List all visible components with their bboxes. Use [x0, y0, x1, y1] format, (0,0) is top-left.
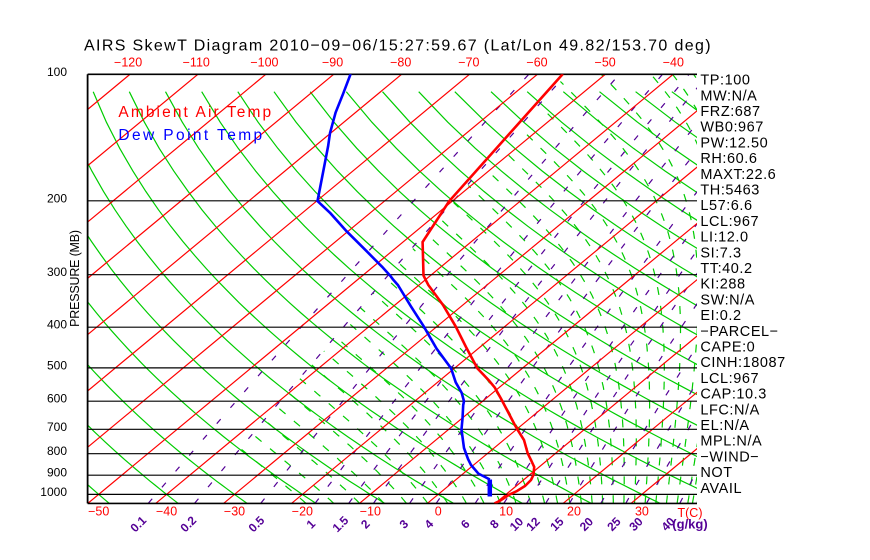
- svg-text:CAP:10.3: CAP:10.3: [700, 387, 766, 403]
- svg-text:T(C): T(C): [678, 506, 703, 520]
- svg-text:PW:12.50: PW:12.50: [700, 135, 768, 151]
- svg-text:−60: −60: [526, 55, 547, 69]
- svg-text:AIRS SkewT Diagram 2010−09−06/: AIRS SkewT Diagram 2010−09−06/15:27:59.6…: [84, 38, 712, 55]
- svg-text:LFC:N/A: LFC:N/A: [700, 402, 759, 418]
- svg-text:RH:60.6: RH:60.6: [700, 151, 757, 167]
- svg-text:−50: −50: [88, 505, 109, 519]
- svg-text:EL:N/A: EL:N/A: [700, 418, 749, 434]
- svg-text:−30: −30: [224, 505, 245, 519]
- svg-text:−100: −100: [250, 55, 278, 69]
- svg-text:−40: −40: [663, 55, 684, 69]
- svg-text:100: 100: [47, 65, 67, 79]
- svg-text:SW:N/A: SW:N/A: [700, 292, 755, 308]
- svg-text:TT:40.2: TT:40.2: [700, 261, 752, 277]
- svg-text:Ambient Air Temp: Ambient Air Temp: [118, 104, 273, 121]
- svg-text:LCL:967: LCL:967: [700, 371, 759, 387]
- svg-text:−50: −50: [595, 55, 616, 69]
- svg-text:−10: −10: [360, 505, 381, 519]
- svg-text:FRZ:687: FRZ:687: [700, 104, 760, 120]
- svg-text:600: 600: [47, 392, 67, 406]
- svg-text:1000: 1000: [40, 485, 67, 499]
- svg-text:−70: −70: [458, 55, 479, 69]
- svg-text:400: 400: [47, 318, 67, 332]
- svg-text:WB0:967: WB0:967: [700, 120, 764, 136]
- svg-text:500: 500: [47, 358, 67, 372]
- svg-text:800: 800: [47, 444, 67, 458]
- svg-text:MAXT:22.6: MAXT:22.6: [700, 167, 776, 183]
- svg-text:20: 20: [567, 505, 581, 519]
- svg-text:−WIND−: −WIND−: [700, 449, 759, 465]
- svg-text:(g/kg): (g/kg): [672, 517, 707, 532]
- svg-text:MW:N/A: MW:N/A: [700, 88, 757, 104]
- svg-text:CAPE:0: CAPE:0: [700, 340, 755, 356]
- svg-text:CINH:18087: CINH:18087: [700, 355, 785, 371]
- svg-text:−120: −120: [114, 55, 142, 69]
- svg-text:PRESSURE (MB): PRESSURE (MB): [68, 230, 82, 327]
- svg-text:300: 300: [47, 265, 67, 279]
- svg-text:−80: −80: [390, 55, 411, 69]
- svg-text:200: 200: [47, 191, 67, 205]
- svg-text:L57:6.6: L57:6.6: [700, 198, 752, 214]
- svg-text:TH:5463: TH:5463: [700, 183, 759, 199]
- svg-text:−40: −40: [156, 505, 177, 519]
- svg-text:10: 10: [499, 505, 513, 519]
- svg-text:NOT: NOT: [700, 465, 732, 481]
- svg-text:SI:7.3: SI:7.3: [700, 245, 741, 261]
- svg-text:−PARCEL−: −PARCEL−: [700, 324, 778, 340]
- svg-text:0: 0: [435, 505, 442, 519]
- svg-text:EI:0.2: EI:0.2: [700, 308, 741, 324]
- svg-text:AVAIL: AVAIL: [700, 481, 742, 497]
- svg-text:−90: −90: [322, 55, 343, 69]
- svg-text:Dew Point Temp: Dew Point Temp: [118, 127, 264, 144]
- svg-text:KI:288: KI:288: [700, 277, 745, 293]
- svg-text:TP:100: TP:100: [700, 73, 750, 89]
- svg-text:MPL:N/A: MPL:N/A: [700, 434, 762, 450]
- svg-text:−110: −110: [183, 55, 210, 69]
- svg-text:−20: −20: [292, 505, 313, 519]
- svg-text:LCL:967: LCL:967: [700, 214, 759, 230]
- svg-text:LI:12.0: LI:12.0: [700, 230, 748, 246]
- svg-text:30: 30: [635, 505, 649, 519]
- svg-text:900: 900: [47, 466, 67, 480]
- svg-text:700: 700: [47, 420, 67, 434]
